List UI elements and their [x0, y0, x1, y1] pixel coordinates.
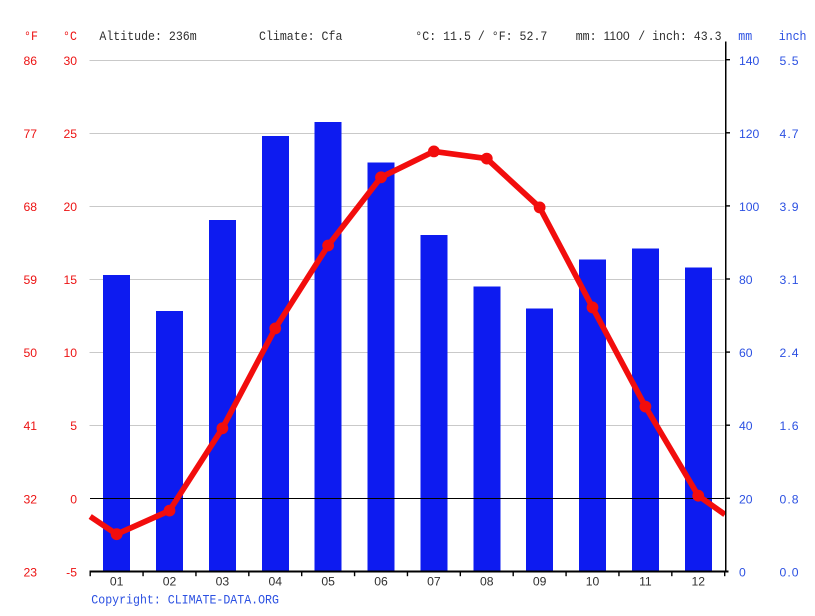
svg-text:°C: 11.5 / °F: 52.7: °C: 11.5 / °F: 52.7 — [415, 29, 547, 44]
svg-text:1.6: 1.6 — [780, 419, 800, 433]
svg-text:07: 07 — [427, 575, 441, 589]
svg-text:Copyright: CLIMATE-DATA.ORG: Copyright: CLIMATE-DATA.ORG — [91, 593, 279, 608]
svg-text:02: 02 — [163, 575, 177, 589]
svg-text:04: 04 — [269, 575, 283, 589]
svg-text:Climate: Cfa: Climate: Cfa — [259, 29, 343, 44]
svg-text:-5: -5 — [66, 565, 77, 579]
svg-text:50: 50 — [23, 346, 37, 360]
svg-text:09: 09 — [533, 575, 547, 589]
svg-text:5: 5 — [70, 419, 77, 433]
svg-text:Altitude: 236m: Altitude: 236m — [99, 29, 196, 44]
svg-text:06: 06 — [374, 575, 388, 589]
svg-text:41: 41 — [23, 419, 37, 433]
svg-text:100: 100 — [739, 200, 760, 214]
svg-text:01: 01 — [110, 575, 124, 589]
svg-text:0: 0 — [70, 492, 77, 506]
svg-text:40: 40 — [739, 419, 753, 433]
svg-text:120: 120 — [739, 127, 760, 141]
svg-text:3.9: 3.9 — [780, 200, 800, 214]
svg-text:/ inch: 43.3: / inch: 43.3 — [638, 29, 721, 44]
svg-text:25: 25 — [63, 127, 77, 141]
svg-text:140: 140 — [739, 54, 760, 68]
svg-text:5.5: 5.5 — [780, 54, 800, 68]
svg-text:60: 60 — [739, 346, 753, 360]
svg-text:0.8: 0.8 — [780, 492, 800, 506]
svg-text:68: 68 — [23, 200, 37, 214]
svg-text:10: 10 — [63, 346, 77, 360]
svg-text:3.1: 3.1 — [780, 273, 800, 287]
svg-text:4.7: 4.7 — [780, 127, 800, 141]
svg-text:77: 77 — [23, 127, 37, 141]
svg-text:mm:: mm: — [576, 29, 597, 44]
svg-text:0.0: 0.0 — [780, 565, 800, 579]
svg-text:0: 0 — [739, 565, 746, 579]
svg-text:32: 32 — [23, 492, 37, 506]
svg-text:12: 12 — [692, 575, 706, 589]
svg-text:30: 30 — [63, 54, 77, 68]
svg-text:08: 08 — [480, 575, 494, 589]
svg-text:11: 11 — [639, 575, 652, 589]
svg-text:1100: 1100 — [604, 29, 630, 43]
svg-text:15: 15 — [63, 273, 77, 287]
svg-text:03: 03 — [216, 575, 230, 589]
svg-text:05: 05 — [321, 575, 335, 589]
svg-text:20: 20 — [739, 492, 753, 506]
svg-text:°F: °F — [24, 29, 38, 44]
svg-text:20: 20 — [63, 200, 77, 214]
svg-text:10: 10 — [586, 575, 600, 589]
svg-text:inch: inch — [779, 29, 807, 44]
svg-text:59: 59 — [23, 273, 37, 287]
svg-text:°C: °C — [63, 29, 77, 44]
svg-text:mm: mm — [738, 29, 752, 44]
svg-text:23: 23 — [23, 565, 37, 579]
svg-text:80: 80 — [739, 273, 753, 287]
svg-text:86: 86 — [23, 54, 37, 68]
svg-text:2.4: 2.4 — [780, 346, 800, 360]
